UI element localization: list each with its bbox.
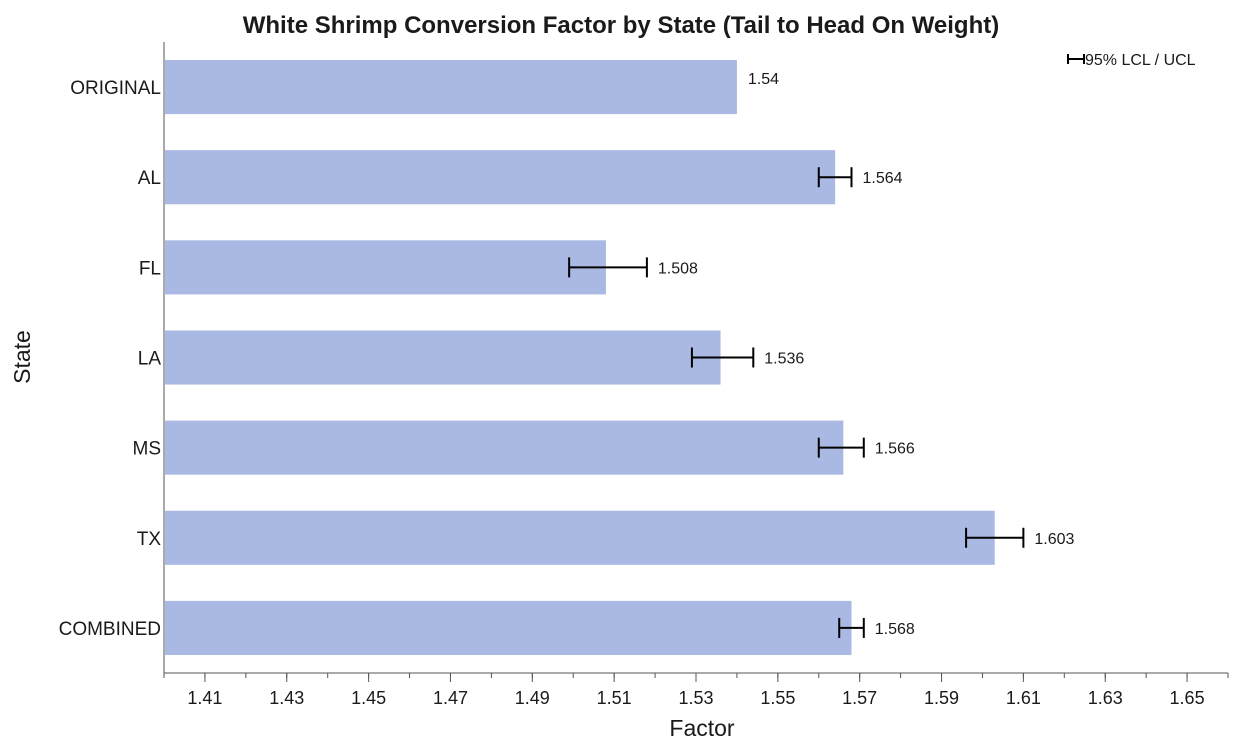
x-tick-label: 1.47 [433,688,468,708]
x-ticks-layer: 1.41 1.43 1.45 1.47 1.49 1.51 1.53 1.55 1.57 1.59… [163,673,1229,708]
x-axis-title: Factor [669,715,735,741]
x-tick-label: 1.51 [597,688,632,708]
x-tick-label: 1.61 [1006,688,1041,708]
x-tick-label: 1.55 [760,688,795,708]
x-tick-label: 1.65 [1170,688,1205,708]
x-tick-label: 1.41 [187,688,222,708]
x-tick-label: 1.45 [351,688,386,708]
data-label-al: 1.564 [863,170,903,187]
bar-al [165,150,836,205]
data-label-combined: 1.568 [875,621,915,638]
category-label-combined: COMBINED [59,619,161,640]
x-tick-label: 1.49 [515,688,550,708]
x-tick-label: 1.59 [924,688,959,708]
data-label-ms: 1.566 [875,441,915,458]
x-tick-label: 1.53 [678,688,713,708]
x-tick-label: 1.63 [1088,688,1123,708]
category-label-tx: TX [137,529,162,550]
category-labels-layer: ORIGINAL AL FL LA MS TX COMBINED [59,78,162,640]
category-label-fl: FL [139,258,161,279]
legend-label: 95% LCL / UCL [1085,52,1196,69]
data-labels-layer: 1.54 1.564 1.508 1.536 1.566 1.603 1.568 [658,71,1075,638]
bars-layer [165,60,995,655]
y-axis-title: State [9,330,35,384]
category-label-ms: MS [133,439,162,460]
bar-la [165,330,721,385]
x-tick-label: 1.57 [842,688,877,708]
bar-tx [165,510,995,565]
data-label-fl: 1.508 [658,260,698,277]
data-label-original: 1.54 [748,71,779,88]
bar-original [165,60,737,115]
category-label-original: ORIGINAL [70,78,161,99]
category-label-la: LA [138,349,162,370]
data-label-la: 1.536 [764,351,804,368]
chart-title: White Shrimp Conversion Factor by State … [243,12,1000,39]
bar-fl [165,240,606,295]
bar-combined [165,600,852,655]
data-label-tx: 1.603 [1034,531,1074,548]
error-bars-layer [568,167,1025,638]
x-tick-label: 1.43 [269,688,304,708]
category-label-al: AL [138,168,161,189]
legend: 95% LCL / UCL [1067,52,1196,69]
bar-ms [165,420,844,475]
